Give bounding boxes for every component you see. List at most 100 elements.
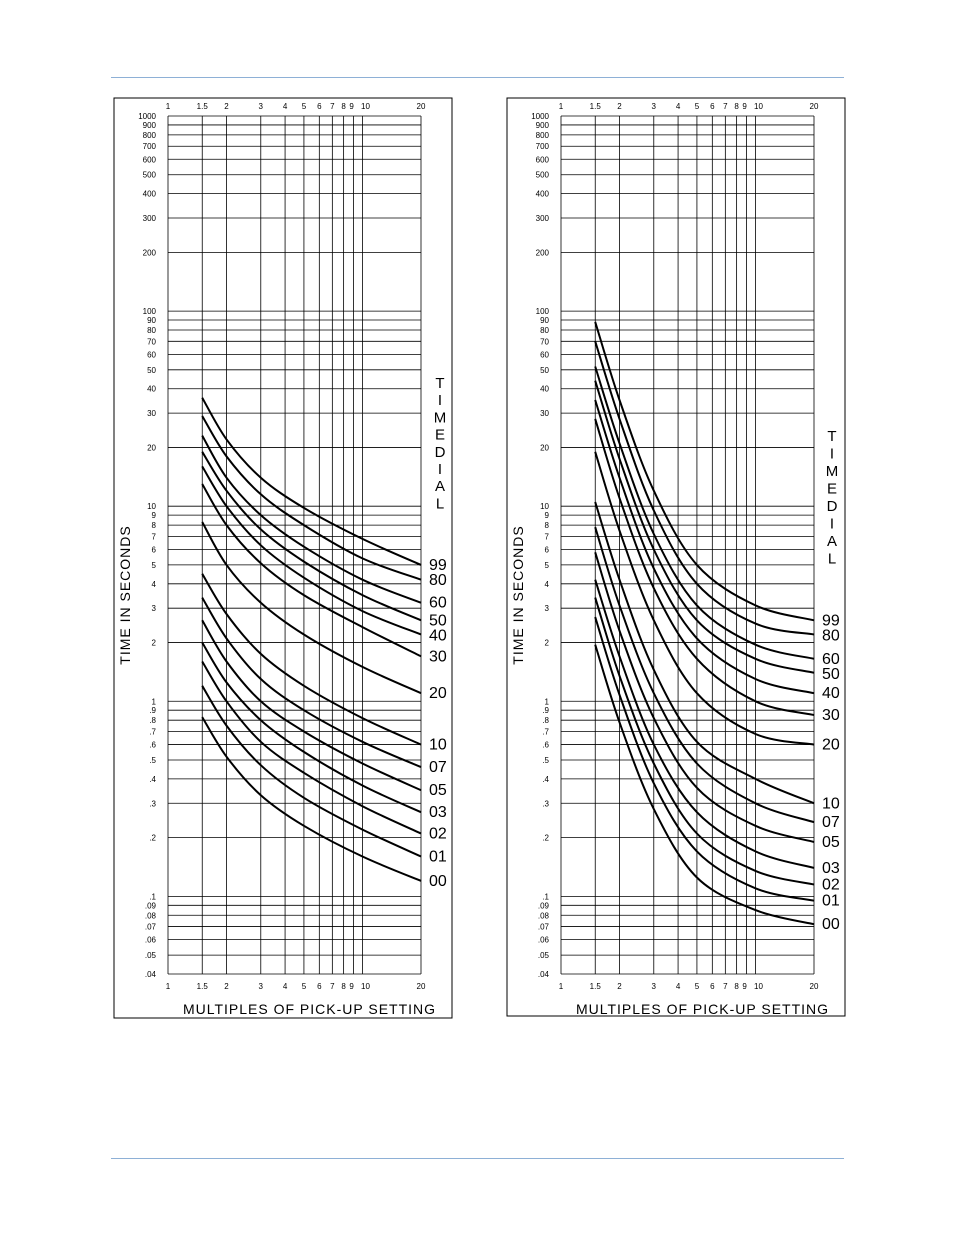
x-tick-label-bottom: 2 — [224, 982, 229, 991]
y-tick-label: 50 — [147, 366, 156, 375]
y-tick-label: 90 — [147, 316, 156, 325]
y-tick-label: .07 — [538, 923, 550, 932]
y-tick-label: 50 — [540, 366, 549, 375]
curve-label-10: 10 — [429, 737, 447, 754]
time-dial-curve-05 — [201, 619, 422, 792]
y-tick-label: .2 — [149, 834, 156, 843]
curve-label-00: 00 — [429, 873, 447, 890]
x-tick-label-top: 1 — [166, 102, 171, 111]
time-dial-letter: I — [830, 516, 834, 533]
y-tick-label: 6 — [545, 545, 550, 554]
time-dial-letter: I — [830, 446, 834, 463]
time-dial-letter: D — [827, 498, 838, 515]
curve-label-20: 20 — [429, 685, 447, 702]
x-tick-label-bottom: 3 — [259, 982, 264, 991]
time-dial-letter: A — [827, 533, 837, 550]
time-dial-curve-10 — [594, 501, 815, 805]
time-dial-curve-60 — [594, 366, 815, 660]
chart-frame — [113, 97, 453, 1019]
y-tick-label: .04 — [145, 970, 157, 979]
y-tick-label: 60 — [540, 350, 549, 359]
y-tick-label: 6 — [152, 545, 157, 554]
x-tick-label-top: 6 — [710, 102, 715, 111]
curve-label-07: 07 — [822, 814, 840, 831]
y-tick-label: 9 — [545, 511, 550, 520]
time-dial-curve-00 — [594, 644, 815, 926]
x-tick-label-bottom: 6 — [317, 982, 322, 991]
curve-label-99: 99 — [822, 612, 840, 629]
y-tick-label: 20 — [540, 443, 549, 452]
y-tick-label: .06 — [145, 936, 157, 945]
y-tick-label: .7 — [542, 727, 549, 736]
y-tick-label: 1000 — [531, 112, 549, 121]
y-tick-label: 900 — [536, 121, 550, 130]
y-tick-label: 3 — [152, 604, 157, 613]
time-dial-letter: L — [828, 551, 836, 568]
y-tick-label: 400 — [536, 190, 550, 199]
y-tick-label: .8 — [542, 716, 549, 725]
y-tick-label: .3 — [542, 799, 549, 808]
x-tick-label-bottom: 7 — [723, 982, 728, 991]
y-tick-label: 5 — [545, 561, 550, 570]
y-axis-label: TIME IN SECONDS — [117, 525, 133, 664]
y-tick-label: .4 — [149, 775, 156, 784]
curve-label-00: 00 — [822, 916, 840, 933]
y-tick-label: .7 — [149, 727, 156, 736]
x-tick-label-top: 5 — [695, 102, 700, 111]
y-tick-label: 40 — [540, 385, 549, 394]
time-dial-curve-60 — [201, 435, 422, 604]
y-tick-label: 600 — [143, 155, 157, 164]
curve-label-05: 05 — [429, 782, 447, 799]
x-axis-label: MULTIPLES OF PICK-UP SETTING — [183, 1001, 436, 1017]
time-dial-curve-20 — [201, 521, 422, 695]
chart-frame — [506, 97, 846, 1017]
y-tick-label: .9 — [542, 706, 549, 715]
x-tick-label-top: 10 — [754, 102, 763, 111]
curve-label-01: 01 — [822, 893, 840, 910]
curve-label-60: 60 — [822, 651, 840, 668]
x-tick-label-top: 7 — [330, 102, 335, 111]
time-dial-curve-40 — [201, 465, 422, 636]
x-tick-label-top: 2 — [224, 102, 229, 111]
x-tick-label-bottom: 1.5 — [590, 982, 602, 991]
y-tick-label: .6 — [149, 741, 156, 750]
x-tick-label-top: 20 — [810, 102, 819, 111]
curve-label-80: 80 — [822, 627, 840, 644]
curve-label-02: 02 — [822, 877, 840, 894]
time-dial-curve-07 — [201, 597, 422, 769]
time-dial-curve-05 — [594, 552, 815, 843]
curve-label-80: 80 — [429, 572, 447, 589]
curve-label-60: 60 — [429, 595, 447, 612]
y-tick-label: 200 — [536, 248, 550, 257]
y-tick-label: 10 — [540, 502, 549, 511]
time-dial-curve-01 — [201, 685, 422, 858]
x-tick-label-bottom: 9 — [742, 982, 747, 991]
y-tick-label: .4 — [542, 775, 549, 784]
time-dial-letter: M — [826, 463, 839, 480]
time-dial-curve-80 — [201, 415, 422, 581]
x-tick-label-top: 7 — [723, 102, 728, 111]
y-tick-label: 8 — [545, 521, 550, 530]
x-tick-label-bottom: 9 — [349, 982, 354, 991]
x-tick-label-bottom: 3 — [652, 982, 657, 991]
y-tick-label: 300 — [143, 214, 157, 223]
y-tick-label: .06 — [538, 936, 550, 945]
y-tick-label: 1000 — [138, 112, 156, 121]
y-tick-label: 800 — [536, 131, 550, 140]
time-dial-letter: I — [438, 461, 442, 478]
y-tick-label: .2 — [542, 834, 549, 843]
y-tick-label: 7 — [545, 532, 550, 541]
curve-label-30: 30 — [429, 648, 447, 665]
y-tick-label: 900 — [143, 121, 157, 130]
y-tick-label: 70 — [147, 337, 156, 346]
time-dial-curve-50 — [201, 451, 422, 622]
y-tick-label: 30 — [540, 409, 549, 418]
x-tick-label-bottom: 8 — [734, 982, 739, 991]
y-tick-label: 300 — [536, 214, 550, 223]
time-dial-curve-07 — [594, 526, 815, 824]
y-tick-label: .04 — [538, 970, 550, 979]
x-tick-label-bottom: 5 — [302, 982, 307, 991]
time-dial-curve-30 — [594, 418, 815, 716]
time-dial-letter: D — [435, 444, 446, 461]
